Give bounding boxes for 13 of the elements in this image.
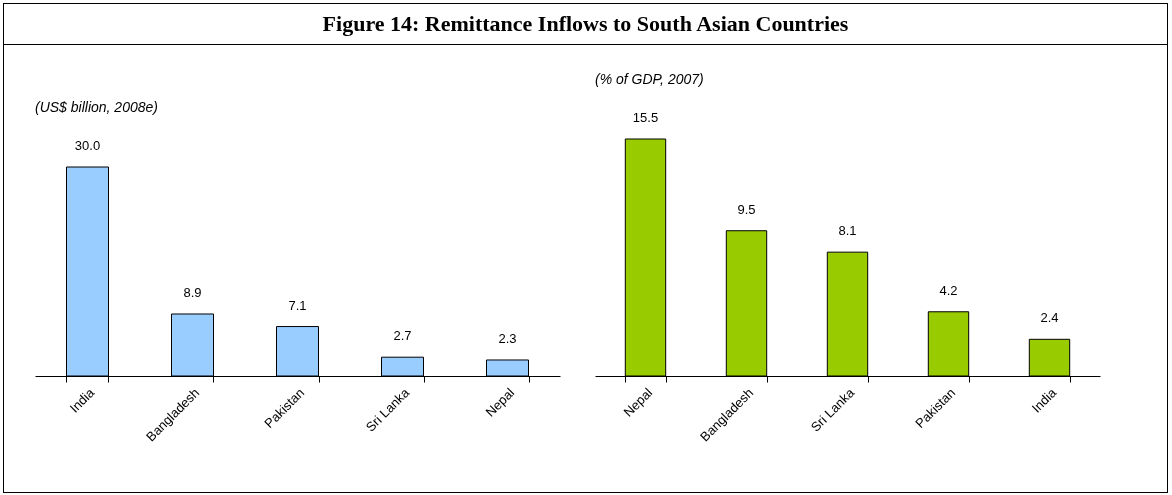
chart-subtitle: (% of GDP, 2007) bbox=[595, 71, 704, 87]
data-label: 2.7 bbox=[393, 328, 412, 344]
data-label: 15.5 bbox=[632, 110, 659, 125]
data-label: 7.1 bbox=[288, 297, 307, 313]
data-label: 9.5 bbox=[737, 201, 756, 217]
data-label: 8.9 bbox=[183, 285, 202, 300]
data-label: 2.4 bbox=[1040, 310, 1059, 326]
text: Figure 14: Remittance Inflows to South Asian Countries bbox=[4, 4, 1167, 45]
data-label: 30.0 bbox=[74, 138, 101, 153]
chart-subtitle: (US$ billion, 2008e) bbox=[35, 99, 158, 115]
data-label: 2.3 bbox=[498, 330, 517, 346]
data-label: 4.2 bbox=[939, 282, 958, 298]
data-label: 8.1 bbox=[838, 223, 857, 239]
